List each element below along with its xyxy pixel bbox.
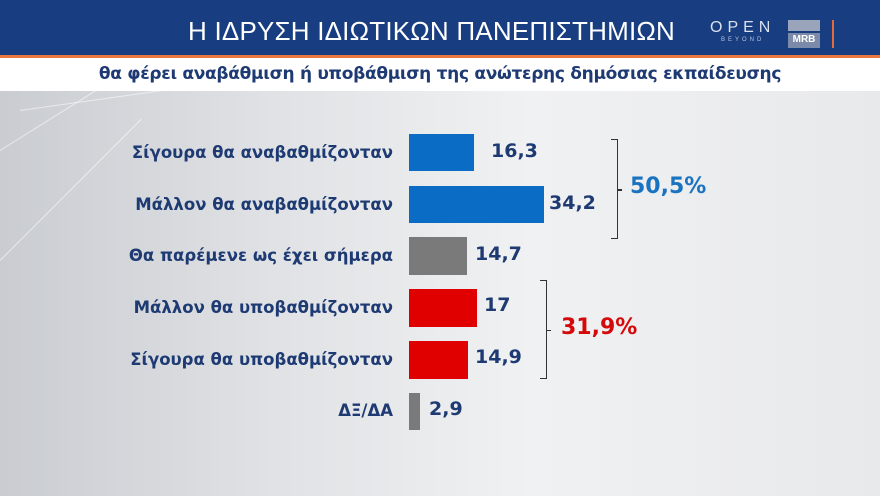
- bar-surely-downgrade: [409, 341, 468, 379]
- accent-stripe: [0, 55, 880, 58]
- category-label: Μάλλον θα υποβαθμίζονταν: [133, 298, 393, 317]
- value-label: 2,9: [429, 398, 463, 420]
- negative-total: 31,9%: [561, 315, 638, 340]
- category-label: ΔΞ/ΔΑ: [338, 401, 393, 420]
- bar-surely-upgrade: [409, 134, 474, 171]
- chart-title: Η ΙΔΡΥΣΗ ΙΔΙΩΤΙΚΩΝ ΠΑΝΕΠΙΣΤΗΜΙΩΝ: [188, 16, 675, 46]
- bar-remain-same: [409, 237, 467, 275]
- logo-divider: [832, 20, 834, 48]
- open-logo: OPEN BEYOND: [710, 19, 776, 44]
- bar-dont-know: [409, 393, 420, 430]
- category-label: Θα παρέμενε ως έχει σήμερα: [128, 246, 393, 265]
- chart-subtitle: θα φέρει αναβάθμιση ή υποβάθμιση της ανώ…: [98, 64, 782, 84]
- value-label: 16,3: [491, 140, 538, 162]
- subtitle-bar: θα φέρει αναβάθμιση ή υποβάθμιση της ανώ…: [0, 58, 880, 91]
- category-label: Σίγουρα θα αναβαθμίζονταν: [131, 143, 393, 162]
- mrb-logo: MRB: [788, 20, 820, 48]
- value-label: 14,7: [475, 243, 522, 265]
- category-label: Μάλλον θα αναβαθμίζονταν: [135, 195, 393, 214]
- bar-likely-upgrade: [409, 186, 544, 223]
- bar-likely-downgrade: [409, 289, 477, 327]
- negative-group-bracket: [540, 280, 551, 379]
- value-label: 14,9: [475, 346, 522, 368]
- category-label: Σίγουρα θα υποβαθμίζονταν: [130, 350, 393, 369]
- header-bar: Η ΙΔΡΥΣΗ ΙΔΙΩΤΙΚΩΝ ΠΑΝΕΠΙΣΤΗΜΙΩΝ OPEN BE…: [0, 0, 880, 55]
- value-label: 17: [484, 294, 511, 316]
- positive-group-bracket: [611, 139, 622, 239]
- background-streak: [0, 118, 142, 261]
- value-label: 34,2: [549, 192, 596, 214]
- positive-total: 50,5%: [630, 174, 707, 199]
